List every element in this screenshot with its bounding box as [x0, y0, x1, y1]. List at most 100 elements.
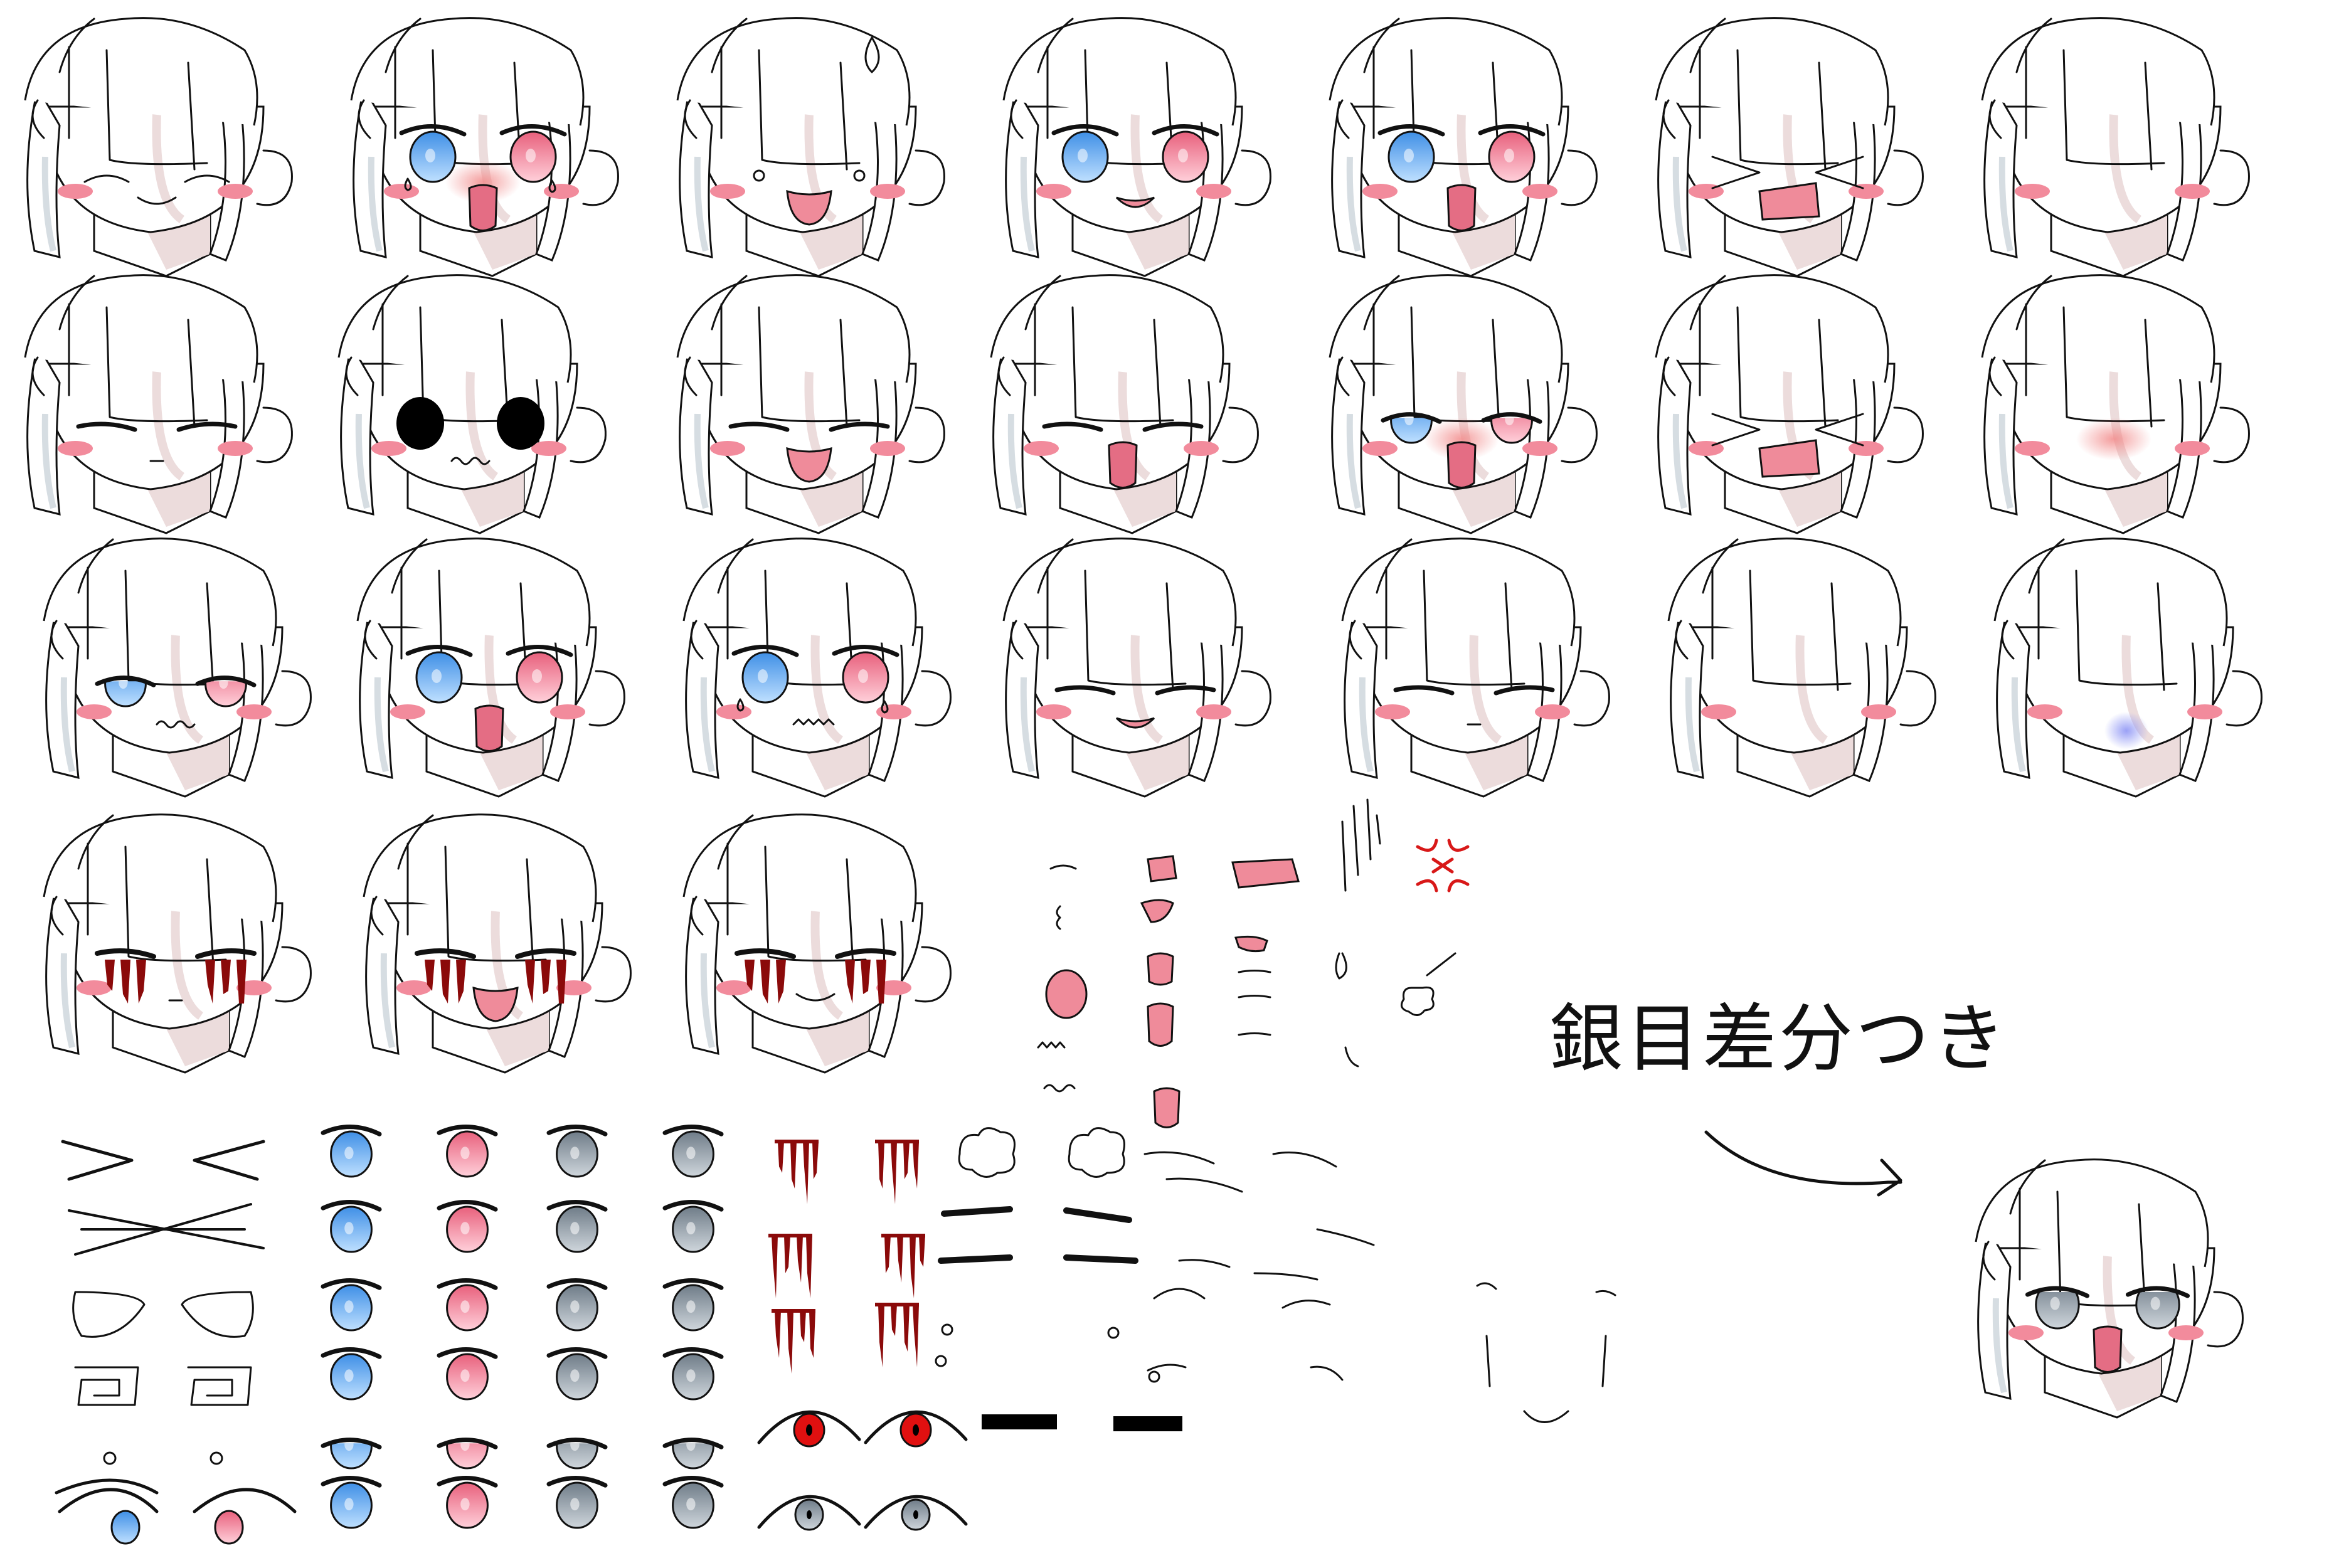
blush-left	[384, 184, 419, 199]
squint-eye-right	[1815, 413, 1864, 447]
face-variant	[676, 274, 945, 534]
black-eye-left	[396, 397, 444, 450]
silver-eye-part	[546, 1438, 608, 1470]
closed-eye-curve-part	[1281, 1300, 1331, 1309]
hair-top	[337, 274, 572, 383]
blue-eye-part	[321, 1278, 382, 1332]
bang-2	[2062, 49, 2165, 166]
ear	[2213, 406, 2250, 464]
blush-left	[1701, 704, 1736, 719]
dot-eye-part	[210, 1451, 223, 1465]
blush-right	[1184, 441, 1219, 456]
blue-eye	[321, 1125, 382, 1178]
hair-top	[1002, 538, 1237, 647]
blue-eye	[399, 124, 467, 183]
ear	[256, 406, 293, 464]
tongue-mouth	[1446, 184, 1477, 231]
blood-streak	[876, 960, 886, 1004]
hair-top	[1341, 538, 1576, 647]
hair-top	[1993, 538, 2228, 647]
blush-left	[371, 441, 406, 456]
blush-left	[2015, 184, 2050, 199]
blue-eye-part	[321, 1347, 382, 1401]
blush-right	[870, 184, 905, 199]
blush-left	[2015, 441, 2050, 456]
blush-right	[1849, 184, 1884, 199]
bang-3	[2144, 319, 2153, 428]
drop-symbol	[1335, 952, 1347, 980]
blood-part	[772, 1309, 815, 1374]
blood-streak	[105, 960, 115, 991]
ear	[908, 406, 945, 464]
bang-3	[526, 858, 534, 967]
silver-eye-part	[662, 1347, 724, 1401]
spiral-eye-part	[74, 1366, 139, 1406]
blue-eye	[1381, 412, 1442, 444]
blood-streak	[845, 960, 855, 1004]
hair-top	[356, 538, 591, 647]
blue-eye-part	[321, 1476, 382, 1529]
bang-3	[1830, 582, 1839, 691]
ear	[588, 670, 625, 727]
blush-left	[2027, 704, 2062, 719]
ear	[570, 406, 607, 464]
blood-part	[881, 1234, 925, 1298]
silver-eye	[662, 1438, 724, 1470]
blood-part	[875, 1140, 919, 1204]
silver-eye	[662, 1200, 724, 1253]
bang-2	[1084, 569, 1187, 686]
blush-left	[58, 184, 93, 199]
face-variant	[337, 274, 607, 534]
dot-part	[935, 1355, 947, 1367]
ear	[1899, 670, 1936, 727]
mouth	[156, 720, 196, 729]
blush-left	[716, 704, 751, 719]
mouth-part	[1231, 858, 1300, 889]
bang-2	[1423, 569, 1525, 686]
closed-eye-left	[1393, 685, 1455, 696]
pink-eye	[437, 1438, 498, 1470]
tear-left	[736, 698, 745, 712]
blue-eye	[321, 1200, 382, 1253]
ear	[275, 670, 312, 727]
pink-eye	[1478, 124, 1546, 183]
mouth-line-part	[1238, 1032, 1271, 1036]
tear-right	[881, 700, 889, 714]
bang-3	[187, 319, 196, 428]
blood-streak	[556, 960, 566, 1004]
blush-right	[1196, 184, 1231, 199]
hair-top	[682, 813, 917, 923]
blood-streak	[760, 960, 770, 1004]
face-variant	[1655, 274, 1924, 534]
blood-streak	[861, 960, 871, 994]
hair-top	[1329, 17, 1563, 126]
ear	[595, 946, 632, 1003]
hair-top	[1002, 17, 1237, 126]
blush-right	[2175, 184, 2210, 199]
closed-eye-left	[76, 421, 137, 432]
blue-eye	[321, 1347, 382, 1401]
bang-3	[2157, 582, 2165, 691]
bang-2	[1071, 306, 1174, 423]
cheek-glow	[2076, 418, 2151, 460]
blood-streak	[456, 960, 466, 1004]
ear	[1887, 406, 1924, 464]
zigzag-mouth-part	[1037, 1041, 1066, 1049]
wavy-mouth-part	[1056, 905, 1061, 930]
dot-part	[941, 1323, 953, 1336]
silver-eye-part	[546, 1278, 608, 1332]
bang-3	[1165, 582, 1174, 691]
pink-eye	[437, 1347, 498, 1401]
face-variant	[363, 813, 632, 1074]
closed-eye-right	[1493, 685, 1555, 696]
ear	[1573, 670, 1610, 727]
almond-eye-part	[181, 1291, 254, 1338]
blush-right	[556, 980, 592, 995]
pink-eye	[437, 1125, 498, 1178]
face-variant	[24, 17, 293, 277]
closed-eye-left	[95, 948, 156, 959]
hair-top	[1655, 17, 1889, 126]
blood-streak	[205, 960, 215, 1004]
closed-eye-right	[829, 421, 890, 432]
mouth-part	[1147, 952, 1174, 986]
